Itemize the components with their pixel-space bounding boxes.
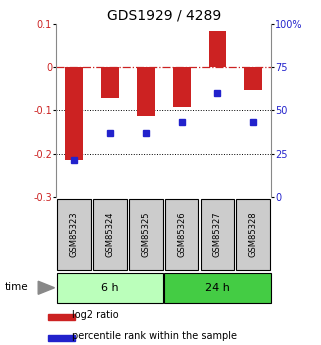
Bar — [129, 199, 163, 270]
Bar — [165, 199, 198, 270]
Bar — [48, 335, 75, 341]
Text: GSM85328: GSM85328 — [249, 212, 258, 257]
Polygon shape — [38, 281, 55, 294]
Text: GSM85327: GSM85327 — [213, 212, 222, 257]
Bar — [137, 67, 155, 116]
Bar — [57, 199, 91, 270]
Text: 24 h: 24 h — [205, 283, 230, 293]
Text: GSM85324: GSM85324 — [105, 212, 115, 257]
Text: percentile rank within the sample: percentile rank within the sample — [72, 331, 237, 341]
Text: GSM85326: GSM85326 — [177, 212, 186, 257]
Bar — [173, 67, 191, 107]
Text: 6 h: 6 h — [101, 283, 119, 293]
Text: GSM85323: GSM85323 — [70, 212, 79, 257]
Text: GSM85325: GSM85325 — [141, 212, 150, 257]
Bar — [93, 199, 127, 270]
Bar — [101, 67, 119, 98]
Bar — [164, 274, 271, 303]
Bar — [209, 31, 226, 67]
Bar — [201, 199, 234, 270]
Bar — [48, 314, 75, 320]
Bar — [65, 67, 83, 160]
Bar — [244, 67, 262, 90]
Bar — [237, 199, 270, 270]
Bar — [57, 274, 163, 303]
Text: time: time — [4, 282, 28, 292]
Text: log2 ratio: log2 ratio — [72, 310, 119, 320]
Title: GDS1929 / 4289: GDS1929 / 4289 — [107, 9, 221, 23]
